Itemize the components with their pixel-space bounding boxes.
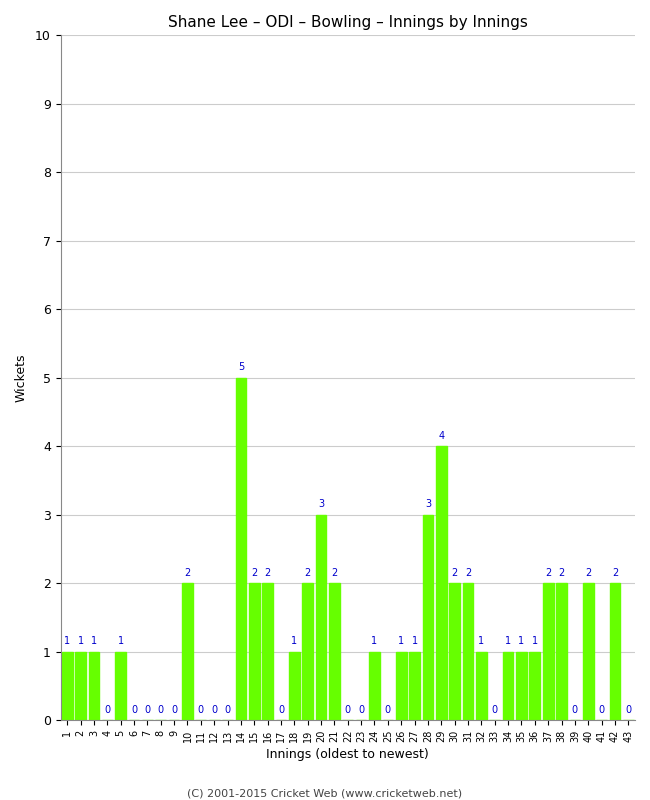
Text: 0: 0 [224,705,231,714]
Text: 0: 0 [131,705,137,714]
Bar [369,652,380,720]
Bar [262,583,273,720]
Y-axis label: Wickets: Wickets [15,354,28,402]
Bar [476,652,487,720]
Text: 3: 3 [425,499,431,510]
Bar [449,583,460,720]
Bar [115,652,126,720]
Text: 2: 2 [265,568,271,578]
Bar [182,583,193,720]
Text: 2: 2 [465,568,471,578]
Bar [396,652,406,720]
Bar [249,583,259,720]
Text: 0: 0 [158,705,164,714]
Text: 1: 1 [291,636,298,646]
Text: 2: 2 [185,568,190,578]
Bar [235,378,246,720]
Text: 1: 1 [505,636,511,646]
Text: 0: 0 [278,705,284,714]
Bar [502,652,514,720]
Text: 4: 4 [438,430,445,441]
Bar [422,514,434,720]
Text: 2: 2 [452,568,458,578]
Bar [329,583,340,720]
Text: 0: 0 [171,705,177,714]
Bar [436,446,447,720]
Bar [410,652,420,720]
Text: 0: 0 [144,705,150,714]
Bar [316,514,326,720]
Text: (C) 2001-2015 Cricket Web (www.cricketweb.net): (C) 2001-2015 Cricket Web (www.cricketwe… [187,788,463,798]
Text: 0: 0 [344,705,351,714]
Text: 0: 0 [572,705,578,714]
Text: 2: 2 [558,568,565,578]
Text: 1: 1 [91,636,97,646]
Text: 1: 1 [64,636,70,646]
Text: 0: 0 [358,705,364,714]
Text: 0: 0 [104,705,110,714]
Title: Shane Lee – ODI – Bowling – Innings by Innings: Shane Lee – ODI – Bowling – Innings by I… [168,15,528,30]
Bar [583,583,593,720]
Text: 0: 0 [385,705,391,714]
Text: 2: 2 [585,568,592,578]
Text: 0: 0 [198,705,204,714]
Bar [75,652,86,720]
Text: 0: 0 [491,705,498,714]
X-axis label: Innings (oldest to newest): Innings (oldest to newest) [266,748,429,761]
Bar [530,652,540,720]
Text: 0: 0 [599,705,604,714]
Text: 5: 5 [238,362,244,372]
Text: 1: 1 [411,636,418,646]
Text: 2: 2 [545,568,551,578]
Bar [88,652,99,720]
Text: 1: 1 [398,636,404,646]
Text: 0: 0 [625,705,631,714]
Bar [62,652,73,720]
Text: 0: 0 [211,705,217,714]
Text: 2: 2 [612,568,618,578]
Bar [516,652,526,720]
Bar [610,583,620,720]
Text: 1: 1 [118,636,124,646]
Text: 3: 3 [318,499,324,510]
Text: 1: 1 [77,636,84,646]
Text: 2: 2 [251,568,257,578]
Bar [289,652,300,720]
Text: 2: 2 [305,568,311,578]
Text: 1: 1 [371,636,378,646]
Text: 1: 1 [519,636,525,646]
Text: 2: 2 [332,568,337,578]
Text: 1: 1 [532,636,538,646]
Bar [543,583,554,720]
Bar [556,583,567,720]
Text: 1: 1 [478,636,484,646]
Bar [463,583,473,720]
Bar [302,583,313,720]
